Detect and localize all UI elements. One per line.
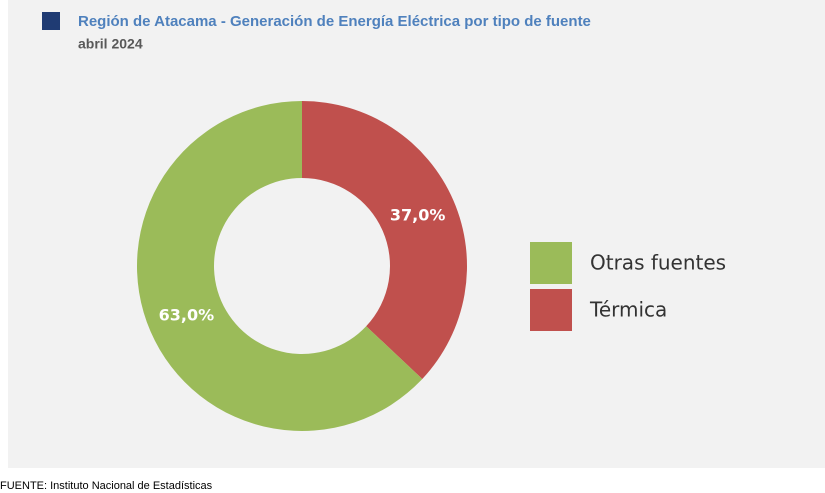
chart-title: Región de Atacama - Generación de Energí…	[78, 13, 591, 30]
source: FUENTE: Instituto Nacional de Estadístic…	[0, 480, 213, 492]
data-label: 63,0%	[159, 306, 215, 325]
legend-label: Otras fuentes	[590, 251, 726, 275]
title-marker	[42, 12, 60, 30]
legend-label: Térmica	[589, 298, 667, 322]
legend-swatch	[530, 242, 572, 284]
donut-slice	[136, 100, 423, 431]
donut-slice	[302, 101, 467, 379]
data-label: 37,0%	[390, 205, 446, 224]
legend-swatch	[530, 289, 572, 331]
chart-subtitle: abril 2024	[78, 36, 143, 52]
